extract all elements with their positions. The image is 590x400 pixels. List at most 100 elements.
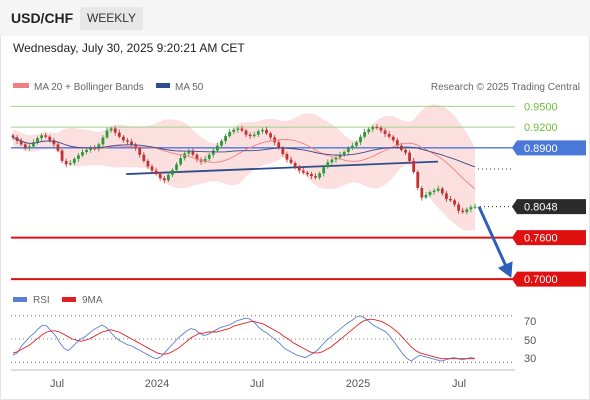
candle-body	[162, 178, 166, 181]
candle-body	[342, 151, 346, 155]
candle-body	[387, 134, 391, 137]
candle-body	[158, 174, 162, 179]
candle-body	[363, 131, 367, 137]
candle-body	[449, 198, 452, 201]
candle-body	[293, 163, 297, 168]
rsi-ma-legend-swatch	[62, 297, 76, 302]
candle-body	[240, 128, 244, 131]
candle-body	[40, 135, 44, 139]
candle-body	[23, 144, 27, 148]
candle-body	[220, 140, 223, 146]
candle-body	[44, 135, 48, 137]
candle-body	[416, 172, 420, 188]
candle-body	[203, 158, 207, 162]
candle-body	[453, 200, 456, 205]
candle-body	[195, 154, 199, 160]
candle-body	[395, 140, 399, 146]
candle-body	[412, 160, 416, 172]
level-label: 0.9500	[524, 101, 558, 113]
rsi-ma-line	[12, 318, 475, 360]
candle-body	[420, 187, 424, 198]
candle-body	[265, 129, 268, 134]
projection-arrow	[477, 206, 513, 278]
candle-body	[85, 149, 88, 152]
x-tick-jul-2025: Jul	[452, 378, 466, 390]
header-bar: USD/CHF WEEKLY	[0, 0, 590, 36]
candle-body	[232, 129, 236, 132]
candle-body	[171, 169, 174, 175]
candle-body	[432, 190, 436, 193]
candle-body	[244, 130, 248, 135]
candle-body	[408, 152, 411, 161]
candle-body	[289, 159, 293, 164]
candlesticks	[11, 124, 477, 215]
candle-body	[72, 158, 76, 164]
candle-body	[404, 149, 407, 153]
ma20-legend-label: MA 20 + Bollinger Bands	[34, 82, 144, 93]
candle-body	[375, 127, 379, 129]
candle-body	[457, 204, 461, 211]
rsi-legend-swatch	[13, 297, 27, 302]
candle-body	[461, 210, 465, 213]
candle-body	[367, 129, 371, 132]
rsi-legend: RSI 9MA	[13, 295, 103, 306]
candle-body	[60, 150, 64, 161]
level-label: 0.8900	[524, 143, 558, 155]
symbol-label: USD/CHF	[11, 10, 74, 26]
candle-body	[36, 138, 39, 143]
candle-body	[428, 192, 432, 195]
credit-text: Research © 2025 Trading Central	[431, 82, 580, 93]
candle-body	[121, 136, 125, 141]
candle-body	[228, 131, 232, 137]
level-label-box	[512, 271, 586, 287]
candle-body	[109, 128, 113, 131]
candle-body	[134, 144, 138, 149]
candle-body	[105, 130, 109, 138]
ma50-line	[12, 137, 476, 168]
ma50-legend-label: MA 50	[175, 82, 204, 93]
candle-body	[248, 134, 252, 137]
candle-body	[436, 188, 440, 191]
candle-body	[346, 148, 350, 152]
candle-body	[48, 136, 52, 141]
candle-body	[444, 193, 448, 199]
x-tick-jul-2023: Jul	[50, 378, 64, 390]
candle-body	[207, 154, 211, 159]
candle-body	[138, 148, 142, 155]
candle-body	[297, 167, 301, 171]
candle-body	[330, 159, 334, 163]
rsi-tick-70: 70	[524, 316, 536, 328]
level-label: 0.8048	[524, 202, 558, 214]
candle-body	[64, 160, 68, 165]
candle-body	[142, 154, 146, 161]
ma20-legend-swatch	[13, 83, 29, 88]
candle-body	[236, 128, 240, 130]
candle-body	[322, 167, 326, 174]
candle-body	[305, 172, 309, 175]
candle-body	[465, 209, 469, 213]
candle-body	[338, 154, 342, 158]
candle-body	[77, 155, 80, 159]
candle-body	[89, 147, 93, 150]
candle-body	[440, 188, 444, 194]
trendline	[126, 160, 439, 175]
level-label: 0.7000	[524, 274, 558, 286]
candle-body	[19, 140, 23, 145]
candle-body	[56, 144, 60, 151]
candle-body	[391, 136, 395, 141]
candle-body	[281, 147, 285, 155]
candle-body	[326, 162, 330, 168]
candle-body	[224, 136, 228, 141]
rsi-tick-30: 30	[524, 353, 536, 365]
candle-body	[179, 158, 183, 165]
candle-body	[359, 136, 362, 143]
candle-body	[256, 131, 260, 135]
candle-body	[68, 163, 72, 165]
candle-body	[350, 145, 354, 149]
timeframe-badge[interactable]: WEEKLY	[80, 7, 143, 30]
rsi-tick-50: 50	[524, 335, 536, 347]
candle-body	[97, 144, 101, 150]
candle-body	[355, 142, 358, 146]
candle-body	[154, 170, 158, 175]
candle-body	[113, 128, 117, 133]
